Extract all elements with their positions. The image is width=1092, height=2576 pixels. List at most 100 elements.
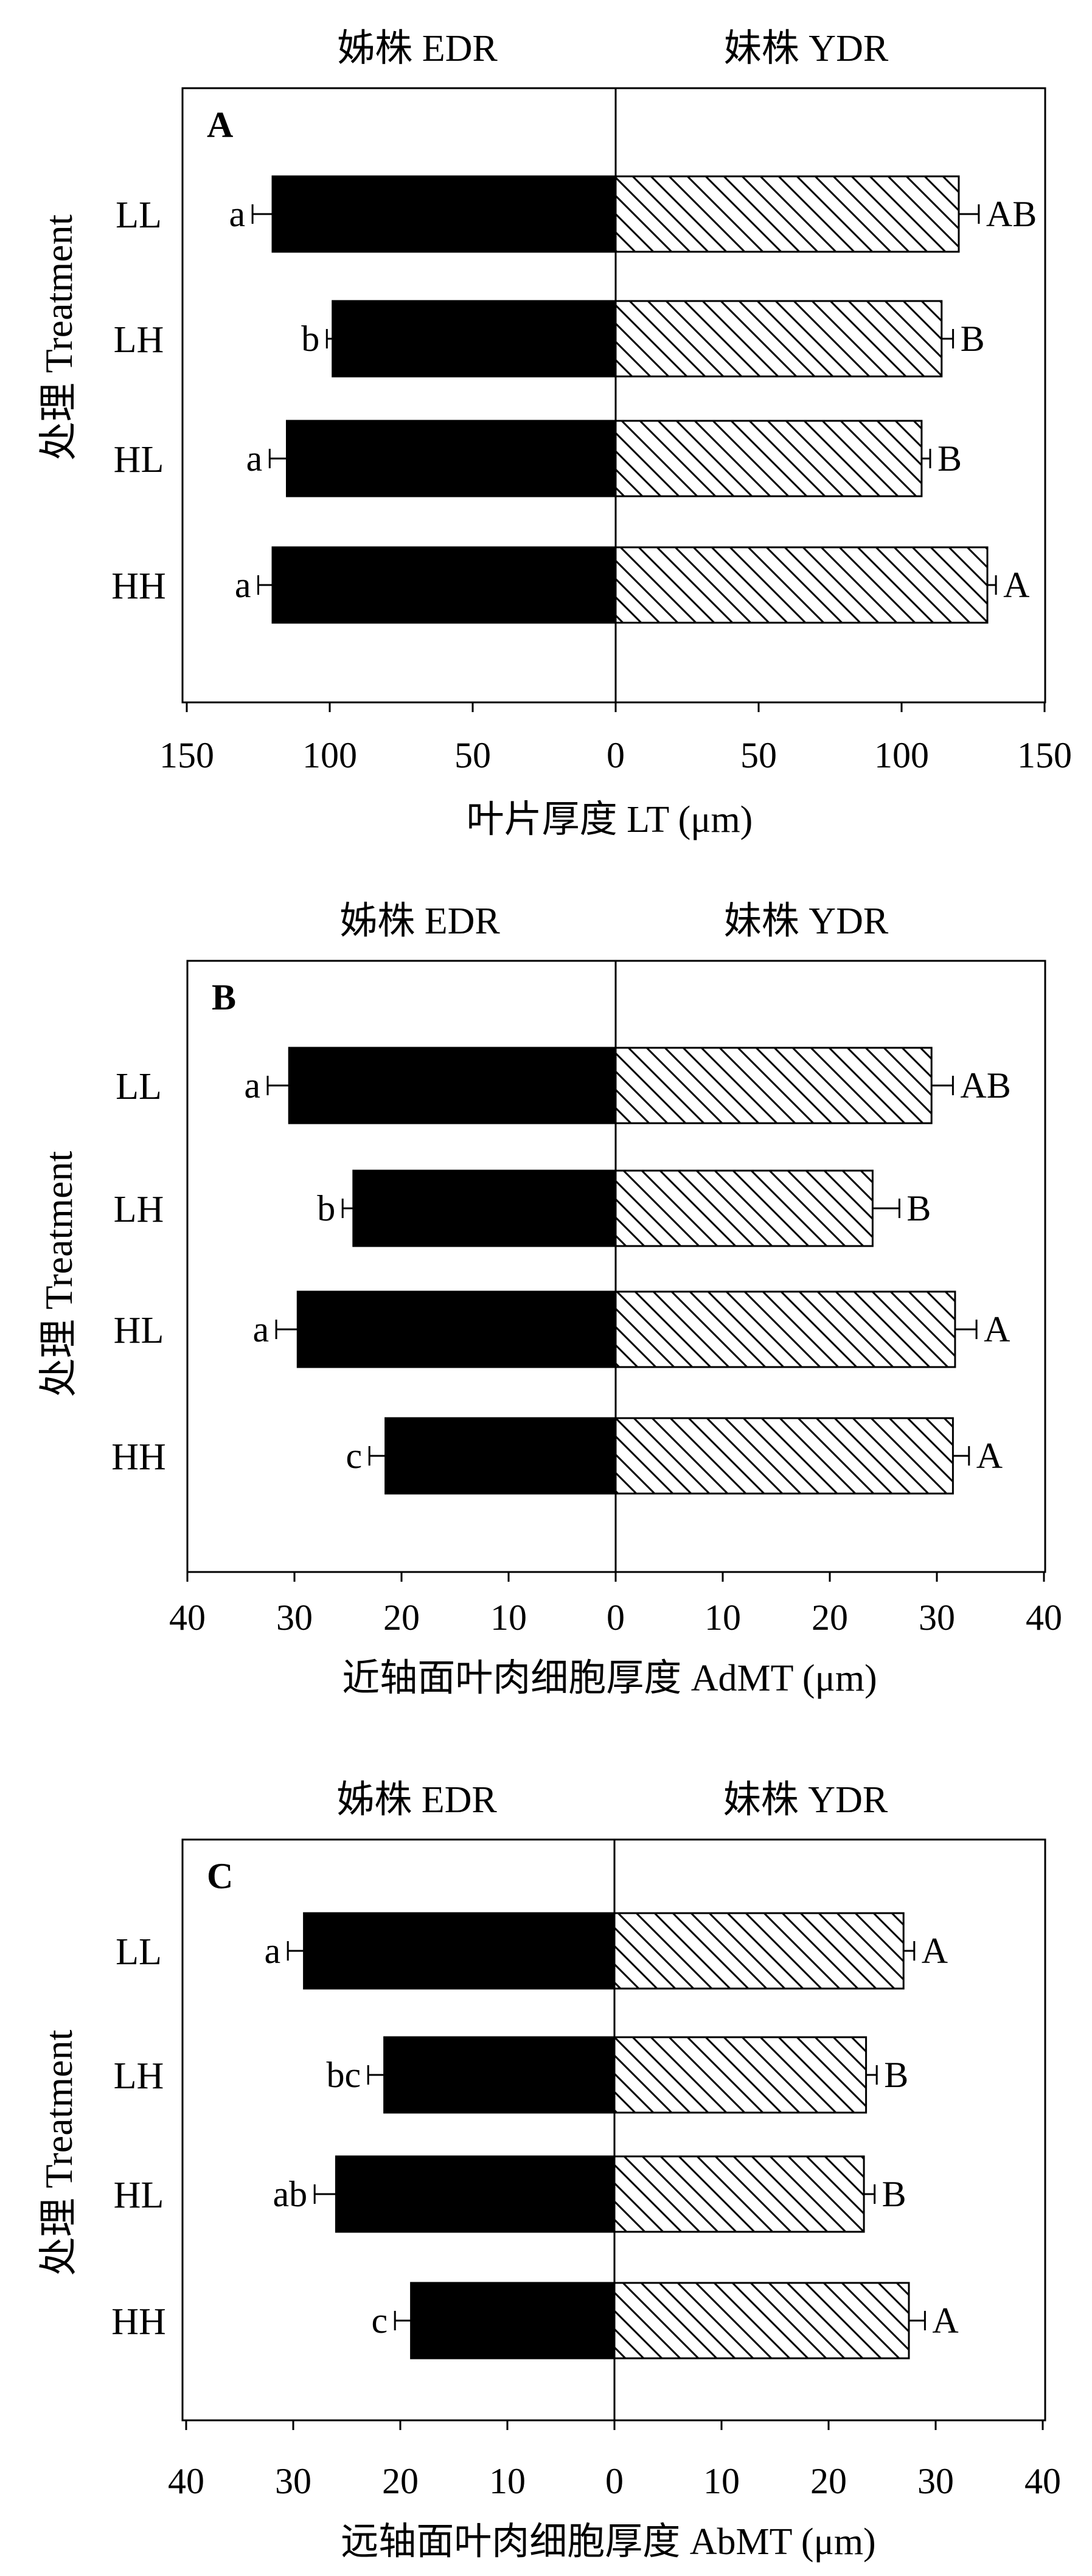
y-axis-label: 处理 Treatment [37,1151,80,1397]
left-group-title: 姊株 EDR [339,901,500,942]
x-tick-label: 40 [1024,2461,1061,2501]
x-tick-label: 150 [1017,735,1072,775]
significance-label: B [884,2055,908,2095]
right-group-title: 妹株 YDR [723,1779,888,1821]
left-group-title: 姊株 EDR [336,1779,497,1821]
significance-label: B [882,2174,906,2214]
significance-label: a [235,565,251,605]
significance-label: a [229,194,245,234]
x-tick-label: 0 [607,1598,625,1638]
bar-edr [303,1912,616,1990]
bar-ydr [614,546,989,624]
x-tick-label: 30 [276,1598,313,1638]
x-tick-label: 50 [740,735,777,775]
category-label: LH [114,1189,164,1230]
x-tick-label: 150 [159,735,214,775]
significance-label: a [246,438,263,479]
x-tick-label: 50 [454,735,491,775]
bar-ydr [614,175,960,253]
panel-label: B [212,977,236,1017]
bar-edr [296,1290,617,1368]
left-group-title: 姊株 EDR [337,28,498,69]
x-tick-label: 40 [168,2461,204,2501]
significance-label: b [301,319,319,359]
bar-ydr [614,1417,954,1495]
category-label: HL [114,1310,164,1351]
category-label: LL [116,1931,162,1973]
bar-ydr [613,2036,868,2114]
x-tick-label: 10 [489,2461,526,2501]
x-tick-label: 40 [1026,1598,1062,1638]
panel-label: C [207,1856,233,1896]
significance-label: A [976,1436,1003,1476]
significance-label: a [252,1309,269,1349]
significance-label: AB [986,194,1037,234]
bar-edr [286,420,617,497]
bar-ydr [613,2282,910,2360]
significance-label: B [937,438,962,479]
significance-label: A [1003,565,1029,605]
x-tick-label: 0 [607,735,625,775]
bar-ydr [614,1169,874,1247]
x-axis-label: 远轴面叶肉细胞厚度 AbMT (μm) [341,2521,875,2563]
bar-ydr [614,1290,956,1368]
x-tick-label: 40 [169,1598,206,1638]
x-tick-label: 30 [917,2461,954,2501]
x-tick-label: 30 [275,2461,311,2501]
significance-label: c [372,2301,388,2341]
x-tick-label: 0 [605,2461,624,2501]
category-label: LH [114,2055,164,2097]
bar-edr [332,300,617,378]
x-tick-label: 100 [302,735,357,775]
significance-label: a [265,1931,281,1971]
y-axis-label: 处理 Treatment [37,214,80,460]
bar-edr [335,2155,616,2233]
category-label: HL [114,439,164,480]
right-group-title: 妹株 YDR [724,28,889,69]
significance-label: bc [327,2055,361,2095]
x-tick-label: 10 [704,1598,741,1638]
category-label: LH [114,319,164,361]
significance-label: A [922,1931,948,1971]
panel-label: A [207,105,233,145]
bar-ydr [613,1912,905,1990]
bar-ydr [614,420,923,497]
significance-label: ab [273,2174,308,2214]
y-axis-label: 处理 Treatment [37,2029,80,2276]
category-label: HL [114,2175,164,2216]
category-label: HH [111,566,166,607]
x-tick-label: 20 [810,2461,847,2501]
significance-label: a [244,1065,260,1106]
x-tick-label: 20 [382,2461,419,2501]
bar-ydr [614,300,943,378]
x-tick-label: 10 [490,1598,527,1638]
x-tick-label: 100 [874,735,929,775]
bar-edr [352,1169,617,1247]
significance-label: b [317,1188,335,1228]
bar-edr [271,175,617,253]
significance-label: A [984,1309,1010,1349]
bar-ydr [614,1047,933,1124]
x-tick-label: 30 [919,1598,955,1638]
x-axis-label: 叶片厚度 LT (μm) [467,799,753,840]
x-tick-label: 10 [703,2461,740,2501]
bar-ydr [613,2155,865,2233]
significance-label: AB [960,1065,1010,1106]
bar-edr [410,2282,616,2360]
category-label: HH [111,2301,166,2342]
bar-edr [384,1417,617,1495]
bar-edr [383,2036,616,2114]
x-axis-label: 近轴面叶肉细胞厚度 AdMT (μm) [342,1658,877,1699]
category-label: LL [116,195,162,236]
bar-edr [288,1047,617,1124]
category-label: HH [111,1436,166,1478]
right-group-title: 妹株 YDR [724,901,889,942]
significance-label: c [346,1436,363,1476]
significance-label: B [906,1188,931,1228]
x-tick-label: 20 [383,1598,420,1638]
significance-label: B [961,319,985,359]
plot-frame [181,87,1046,704]
category-label: LL [116,1066,162,1107]
